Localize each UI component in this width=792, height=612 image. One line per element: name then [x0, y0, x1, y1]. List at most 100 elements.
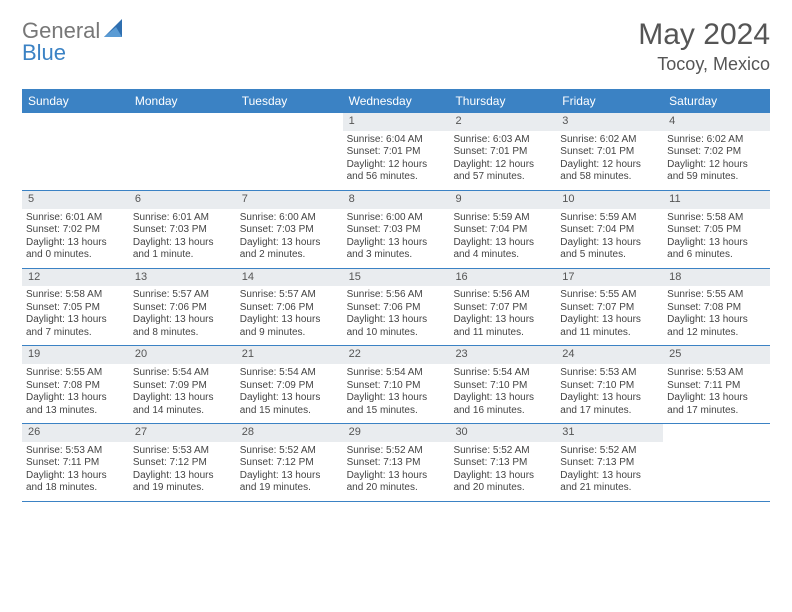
sunset-line: Sunset: 7:01 PM [347, 146, 446, 159]
daylight-line-2: and 21 minutes. [560, 482, 659, 495]
sunset-line: Sunset: 7:04 PM [453, 224, 552, 237]
day-number: 3 [556, 113, 663, 131]
week-row: 12Sunrise: 5:58 AMSunset: 7:05 PMDayligh… [22, 269, 770, 347]
weekday-saturday: Saturday [663, 89, 770, 113]
location-label: Tocoy, Mexico [638, 54, 770, 75]
sunrise-line: Sunrise: 5:54 AM [133, 367, 232, 380]
sunrise-line: Sunrise: 5:55 AM [667, 289, 766, 302]
day-number: 29 [343, 424, 450, 442]
sunrise-line: Sunrise: 5:59 AM [453, 212, 552, 225]
sunset-line: Sunset: 7:06 PM [133, 302, 232, 315]
day-cell: 8Sunrise: 6:00 AMSunset: 7:03 PMDaylight… [343, 191, 450, 268]
day-number: 20 [129, 346, 236, 364]
daylight-line-2: and 4 minutes. [453, 249, 552, 262]
day-number: 18 [663, 269, 770, 287]
day-cell: 15Sunrise: 5:56 AMSunset: 7:06 PMDayligh… [343, 269, 450, 346]
sunrise-line: Sunrise: 5:52 AM [560, 445, 659, 458]
daylight-line-1: Daylight: 13 hours [133, 314, 232, 327]
day-cell: 20 Sunrise: 5:54 AMSunset: 7:09 PMDayligh… [129, 346, 236, 423]
sunrise-line: Sunrise: 5:52 AM [347, 445, 446, 458]
week-row: 26Sunrise: 5:53 AMSunset: 7:11 PMDayligh… [22, 424, 770, 502]
day-cell: 23Sunrise: 5:54 AMSunset: 7:10 PMDayligh… [449, 346, 556, 423]
calendar: Sunday Monday Tuesday Wednesday Thursday… [22, 89, 770, 502]
sunrise-line: Sunrise: 6:02 AM [560, 134, 659, 147]
day-cell: . [129, 113, 236, 190]
daylight-line-1: Daylight: 13 hours [26, 470, 125, 483]
sunrise-line: Sunrise: 5:53 AM [560, 367, 659, 380]
weekday-header: Sunday Monday Tuesday Wednesday Thursday… [22, 89, 770, 113]
day-cell: 1 Sunrise: 6:04 AMSunset: 7:01 PMDaylight… [343, 113, 450, 190]
daylight-line-1: Daylight: 13 hours [453, 237, 552, 250]
daylight-line-1: Daylight: 13 hours [347, 392, 446, 405]
sunrise-line: Sunrise: 6:00 AM [240, 212, 339, 225]
logo-blue-wrap: Blue [22, 40, 66, 66]
week-row: 5Sunrise: 6:01 AMSunset: 7:02 PMDaylight… [22, 191, 770, 269]
day-cell: 27Sunrise: 5:53 AMSunset: 7:12 PMDayligh… [129, 424, 236, 501]
sunset-line: Sunset: 7:12 PM [240, 457, 339, 470]
logo-text-blue: Blue [22, 40, 66, 65]
sunrise-line: Sunrise: 6:00 AM [347, 212, 446, 225]
sunset-line: Sunset: 7:03 PM [133, 224, 232, 237]
sunset-line: Sunset: 7:01 PM [560, 146, 659, 159]
day-number: 7 [236, 191, 343, 209]
sunset-line: Sunset: 7:09 PM [133, 380, 232, 393]
sunset-line: Sunset: 7:09 PM [240, 380, 339, 393]
daylight-line-2: and 57 minutes. [453, 171, 552, 184]
day-number: 30 [449, 424, 556, 442]
sunset-line: Sunset: 7:11 PM [667, 380, 766, 393]
day-number: 9 [449, 191, 556, 209]
day-cell: . [663, 424, 770, 501]
daylight-line-2: and 8 minutes. [133, 327, 232, 340]
sunset-line: Sunset: 7:08 PM [26, 380, 125, 393]
sunrise-line: Sunrise: 5:54 AM [453, 367, 552, 380]
sunrise-line: Sunrise: 6:04 AM [347, 134, 446, 147]
sunset-line: Sunset: 7:06 PM [347, 302, 446, 315]
daylight-line-2: and 18 minutes. [26, 482, 125, 495]
sunset-line: Sunset: 7:02 PM [26, 224, 125, 237]
daylight-line-2: and 17 minutes. [667, 405, 766, 418]
sunrise-line: Sunrise: 5:54 AM [347, 367, 446, 380]
sunrise-line: Sunrise: 5:56 AM [453, 289, 552, 302]
day-cell: 19Sunrise: 5:55 AMSunset: 7:08 PMDayligh… [22, 346, 129, 423]
weekday-thursday: Thursday [449, 89, 556, 113]
daylight-line-1: Daylight: 13 hours [667, 237, 766, 250]
sunrise-line: Sunrise: 5:57 AM [133, 289, 232, 302]
sunset-line: Sunset: 7:03 PM [347, 224, 446, 237]
daylight-line-1: Daylight: 12 hours [347, 159, 446, 172]
sunset-line: Sunset: 7:02 PM [667, 146, 766, 159]
day-cell: 13Sunrise: 5:57 AMSunset: 7:06 PMDayligh… [129, 269, 236, 346]
daylight-line-1: Daylight: 13 hours [240, 237, 339, 250]
daylight-line-2: and 16 minutes. [453, 405, 552, 418]
day-cell: 17Sunrise: 5:55 AMSunset: 7:07 PMDayligh… [556, 269, 663, 346]
sunset-line: Sunset: 7:13 PM [560, 457, 659, 470]
daylight-line-2: and 10 minutes. [347, 327, 446, 340]
day-number: 1 [343, 113, 450, 131]
day-number: 10 [556, 191, 663, 209]
daylight-line-1: Daylight: 13 hours [133, 392, 232, 405]
day-cell: 28Sunrise: 5:52 AMSunset: 7:12 PMDayligh… [236, 424, 343, 501]
sunset-line: Sunset: 7:07 PM [560, 302, 659, 315]
daylight-line-1: Daylight: 12 hours [667, 159, 766, 172]
day-number: 21 [236, 346, 343, 364]
daylight-line-2: and 6 minutes. [667, 249, 766, 262]
day-number: 4 [663, 113, 770, 131]
day-cell: 2Sunrise: 6:03 AMSunset: 7:01 PMDaylight… [449, 113, 556, 190]
sunrise-line: Sunrise: 5:55 AM [560, 289, 659, 302]
daylight-line-1: Daylight: 13 hours [560, 314, 659, 327]
day-cell: 30Sunrise: 5:52 AMSunset: 7:13 PMDayligh… [449, 424, 556, 501]
daylight-line-1: Daylight: 13 hours [560, 237, 659, 250]
daylight-line-2: and 15 minutes. [240, 405, 339, 418]
daylight-line-1: Daylight: 13 hours [240, 470, 339, 483]
daylight-line-2: and 15 minutes. [347, 405, 446, 418]
sunset-line: Sunset: 7:05 PM [26, 302, 125, 315]
sunset-line: Sunset: 7:11 PM [26, 457, 125, 470]
daylight-line-2: and 13 minutes. [26, 405, 125, 418]
daylight-line-1: Daylight: 13 hours [560, 470, 659, 483]
daylight-line-2: and 11 minutes. [453, 327, 552, 340]
sunrise-line: Sunrise: 5:52 AM [453, 445, 552, 458]
logo-sail-icon [104, 19, 128, 44]
day-cell: 29Sunrise: 5:52 AMSunset: 7:13 PMDayligh… [343, 424, 450, 501]
day-cell: 24Sunrise: 5:53 AMSunset: 7:10 PMDayligh… [556, 346, 663, 423]
daylight-line-1: Daylight: 13 hours [347, 237, 446, 250]
sunset-line: Sunset: 7:01 PM [453, 146, 552, 159]
